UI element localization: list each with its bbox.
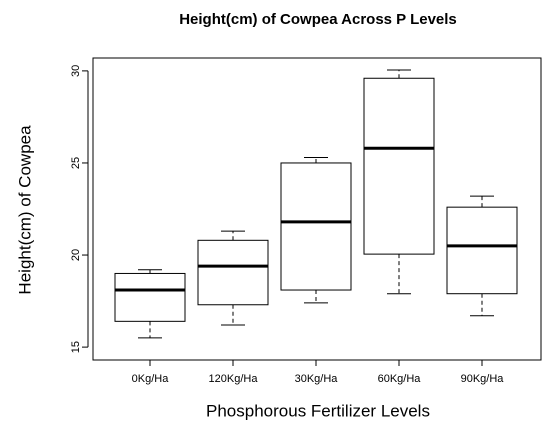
y-axis-title: Height(cm) of Cowpea	[15, 125, 34, 295]
y-tick-label: 25	[70, 157, 82, 169]
x-tick-label: 0Kg/Ha	[132, 373, 170, 385]
y-tick-label: 15	[70, 341, 82, 353]
x-axis-title: Phosphorous Fertilizer Levels	[206, 401, 430, 420]
x-tick-label: 90Kg/Ha	[461, 373, 505, 385]
y-tick-label: 20	[70, 249, 82, 261]
box	[363, 77, 435, 255]
box	[114, 272, 186, 322]
plot-frame	[92, 57, 542, 361]
box	[197, 239, 269, 306]
x-tick-label: 30Kg/Ha	[295, 373, 339, 385]
x-tick-label: 60Kg/Ha	[378, 373, 422, 385]
x-tick-label: 120Kg/Ha	[209, 373, 259, 385]
y-tick-label: 30	[70, 65, 82, 77]
box	[446, 206, 518, 295]
box	[280, 162, 352, 291]
chart-title: Height(cm) of Cowpea Across P Levels	[179, 11, 457, 28]
